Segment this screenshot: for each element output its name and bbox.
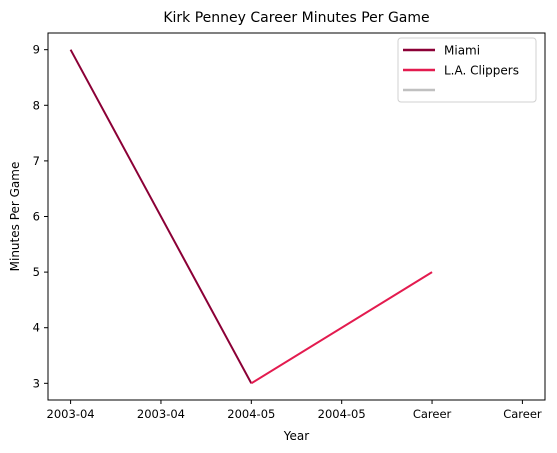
y-tick-label: 8	[33, 98, 40, 112]
x-tick-label: 2004-05	[227, 407, 275, 421]
x-tick-label: 2003-04	[137, 407, 185, 421]
x-tick-label: Career	[503, 407, 542, 421]
chart-title: Kirk Penney Career Minutes Per Game	[163, 10, 429, 26]
legend-box	[397, 37, 537, 103]
y-axis-label: Minutes Per Game	[8, 162, 22, 272]
y-tick-label: 5	[33, 265, 40, 279]
legend-label-1: L.A. Clippers	[444, 64, 519, 78]
x-tick-label: 2004-05	[318, 407, 366, 421]
legend-label-0: Miami	[444, 44, 480, 58]
plot-area: 3 4 5 6 7 8 9 2003-04 2003-04 2004-05 2004-05 Care…	[33, 32, 546, 421]
y-tick-label: 3	[33, 376, 40, 390]
series-layer	[69, 49, 433, 385]
x-tick-label: 2003-04	[47, 407, 95, 421]
legend-entries: Miami L.A. Clippers	[403, 44, 519, 92]
series-line-0	[69, 49, 253, 384]
y-tick-label: 6	[33, 210, 40, 224]
x-axis-ticks: 2003-04 2003-04 2004-05 2004-05 Career Career	[47, 400, 542, 421]
y-tick-label: 4	[33, 321, 40, 335]
y-axis-ticks: 3 4 5 6 7 8 9	[33, 43, 48, 390]
x-tick-label: Career	[413, 407, 452, 421]
y-tick-label: 9	[33, 43, 40, 57]
x-axis-label: Year	[283, 429, 309, 443]
y-tick-label: 7	[33, 154, 40, 168]
chart-legend: Miami L.A. Clippers	[397, 37, 537, 103]
series-line-1	[250, 271, 433, 385]
